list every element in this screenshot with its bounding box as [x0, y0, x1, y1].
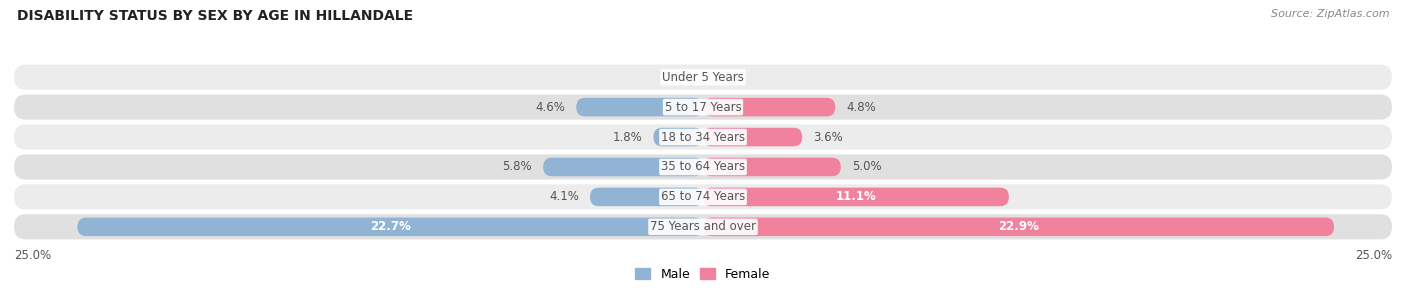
- FancyBboxPatch shape: [703, 98, 835, 116]
- FancyBboxPatch shape: [703, 128, 803, 146]
- Text: 11.1%: 11.1%: [835, 190, 876, 203]
- Text: 4.1%: 4.1%: [550, 190, 579, 203]
- FancyBboxPatch shape: [654, 128, 703, 146]
- FancyBboxPatch shape: [14, 64, 1392, 90]
- FancyBboxPatch shape: [14, 124, 1392, 150]
- Text: 25.0%: 25.0%: [1355, 249, 1392, 262]
- Text: 0.0%: 0.0%: [714, 71, 744, 84]
- Text: 25.0%: 25.0%: [14, 249, 51, 262]
- Text: 22.7%: 22.7%: [370, 220, 411, 233]
- Text: 18 to 34 Years: 18 to 34 Years: [661, 130, 745, 143]
- Text: Under 5 Years: Under 5 Years: [662, 71, 744, 84]
- FancyBboxPatch shape: [591, 188, 703, 206]
- Text: 75 Years and over: 75 Years and over: [650, 220, 756, 233]
- FancyBboxPatch shape: [14, 154, 1392, 180]
- FancyBboxPatch shape: [703, 158, 841, 176]
- Text: 5.0%: 5.0%: [852, 161, 882, 174]
- Text: 5 to 17 Years: 5 to 17 Years: [665, 101, 741, 114]
- FancyBboxPatch shape: [703, 218, 1334, 236]
- Text: DISABILITY STATUS BY SEX BY AGE IN HILLANDALE: DISABILITY STATUS BY SEX BY AGE IN HILLA…: [17, 9, 413, 23]
- Text: 4.6%: 4.6%: [536, 101, 565, 114]
- Text: 0.0%: 0.0%: [662, 71, 692, 84]
- FancyBboxPatch shape: [14, 95, 1392, 120]
- Text: Source: ZipAtlas.com: Source: ZipAtlas.com: [1271, 9, 1389, 19]
- FancyBboxPatch shape: [14, 184, 1392, 209]
- FancyBboxPatch shape: [543, 158, 703, 176]
- Text: 22.9%: 22.9%: [998, 220, 1039, 233]
- Text: 1.8%: 1.8%: [613, 130, 643, 143]
- Text: 5.8%: 5.8%: [502, 161, 531, 174]
- Text: 35 to 64 Years: 35 to 64 Years: [661, 161, 745, 174]
- Legend: Male, Female: Male, Female: [630, 263, 776, 286]
- FancyBboxPatch shape: [14, 214, 1392, 240]
- FancyBboxPatch shape: [703, 188, 1010, 206]
- Text: 65 to 74 Years: 65 to 74 Years: [661, 190, 745, 203]
- Text: 4.8%: 4.8%: [846, 101, 876, 114]
- Text: 3.6%: 3.6%: [813, 130, 844, 143]
- FancyBboxPatch shape: [77, 218, 703, 236]
- FancyBboxPatch shape: [576, 98, 703, 116]
